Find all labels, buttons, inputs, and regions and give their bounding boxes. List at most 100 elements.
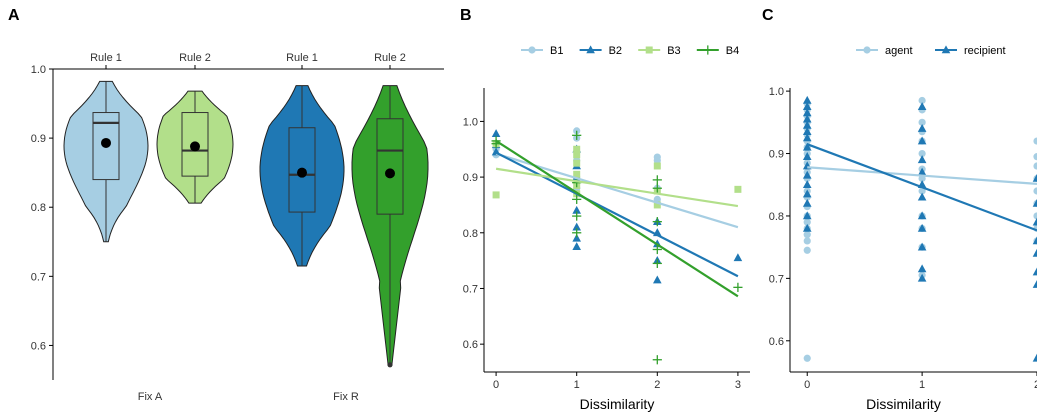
data-point-recipient	[802, 170, 812, 179]
y-tick-label: 0.6	[463, 339, 478, 351]
data-point-recipient	[917, 242, 927, 251]
data-point-B4	[572, 194, 582, 204]
data-point-B3	[573, 159, 581, 167]
panel-a-violin-chart: 0.6 0.7 0.8 0.9 1.0 Rule 1 Rule 2 Rule 1 Rule 2 F…	[31, 52, 444, 403]
data-point-B2	[572, 242, 581, 251]
data-point-recipient	[917, 123, 927, 132]
legend-label-B4: B4	[726, 45, 739, 57]
data-point-recipient	[802, 189, 812, 198]
data-point-agent	[803, 218, 811, 226]
data-point-B4	[652, 175, 662, 185]
legend-marker-agent	[863, 46, 871, 54]
fit-line-recipient	[806, 143, 1037, 232]
x-tick-label: 3	[735, 379, 741, 391]
box	[376, 118, 404, 215]
top-category-label: Rule 1	[286, 52, 318, 64]
y-tick-label: 1.0	[769, 86, 784, 98]
data-point-B4	[652, 258, 662, 269]
data-point-recipient	[917, 192, 927, 201]
legend-marker-B3	[645, 46, 653, 54]
legend-marker-B4	[703, 45, 713, 55]
data-point-recipient	[802, 198, 812, 207]
bottom-category-label: Fix R	[333, 391, 359, 403]
legend-label-B2: B2	[609, 45, 622, 57]
data-point-recipient	[917, 155, 927, 164]
violin	[63, 80, 149, 243]
data-point-B3	[653, 162, 661, 170]
y-tick-label: 0.7	[463, 283, 478, 295]
legend-marker-B2	[586, 45, 595, 54]
data-point-agent	[918, 118, 926, 126]
data-point-B2	[653, 275, 662, 284]
y-tick-label: 0.6	[769, 336, 784, 348]
y-tick-label: 0.8	[463, 228, 478, 240]
legend-label-B1: B1	[550, 45, 563, 57]
data-point-B3	[573, 151, 581, 159]
data-point-recipient	[1032, 173, 1037, 182]
data-point-recipient	[1032, 353, 1037, 362]
data-point-B2	[572, 205, 581, 214]
panel-letter-b: B	[460, 7, 472, 24]
x-tick-label: 1	[919, 379, 925, 391]
panel-letter-c: C	[762, 7, 774, 24]
data-point-recipient	[802, 133, 812, 142]
x-tick-label: 2	[1034, 379, 1037, 391]
data-point-recipient	[802, 95, 812, 104]
data-point-B4	[652, 183, 662, 193]
x-tick-label: 0	[804, 379, 810, 391]
data-point-B3	[573, 170, 581, 178]
mean-point	[101, 137, 111, 148]
data-point-agent	[803, 354, 811, 362]
data-point-agent	[1033, 187, 1037, 195]
top-category-label: Rule 2	[374, 52, 406, 64]
data-point-agent	[803, 237, 811, 245]
data-point-B1	[653, 156, 661, 164]
box	[92, 112, 120, 181]
y-tick-label: 0.9	[31, 133, 46, 145]
data-point-recipient	[1032, 248, 1037, 257]
legend-label-agent: agent	[885, 45, 913, 57]
mean-point	[297, 167, 307, 178]
data-point-agent	[918, 96, 926, 105]
data-point-recipient	[1032, 198, 1037, 207]
data-point-recipient	[802, 223, 812, 232]
x-axis-title: Dissimilarity	[866, 396, 941, 412]
x-axis-title: Dissimilarity	[580, 396, 655, 412]
legend-label-B3: B3	[667, 45, 680, 57]
legend-label-recipient: recipient	[964, 45, 1006, 57]
data-point-recipient	[917, 264, 927, 273]
data-point-recipient	[917, 136, 927, 145]
data-point-B4	[733, 282, 743, 292]
data-point-recipient	[917, 223, 927, 232]
data-point-B4	[652, 217, 662, 227]
y-tick-label: 0.9	[463, 172, 478, 184]
x-tick-label: 0	[493, 379, 499, 391]
data-point-recipient	[917, 167, 927, 176]
data-point-B2	[733, 253, 743, 262]
data-point-B4	[652, 355, 662, 365]
data-point-recipient	[1032, 280, 1037, 288]
data-point-recipient	[917, 102, 927, 111]
data-point-agent	[1033, 162, 1037, 170]
data-point-B2	[572, 233, 581, 242]
data-point-B2	[572, 222, 581, 231]
data-point-B4	[572, 211, 582, 221]
data-point-recipient	[802, 102, 812, 111]
data-point-B4	[572, 228, 582, 238]
y-tick-label: 0.7	[31, 271, 46, 283]
outlier-point	[387, 362, 393, 368]
x-tick-label: 2	[654, 379, 660, 391]
data-point-recipient	[802, 108, 812, 117]
fit-line-B2	[495, 151, 739, 278]
y-tick-label: 0.8	[31, 202, 46, 214]
data-point-recipient	[802, 152, 812, 160]
data-point-recipient	[802, 114, 812, 123]
box	[288, 127, 316, 213]
legend-marker-B1	[528, 46, 536, 54]
legend-marker-recipient	[941, 45, 951, 54]
y-tick-label: 1.0	[463, 116, 478, 128]
y-tick-label: 1.0	[31, 64, 46, 76]
data-point-recipient	[802, 127, 812, 135]
